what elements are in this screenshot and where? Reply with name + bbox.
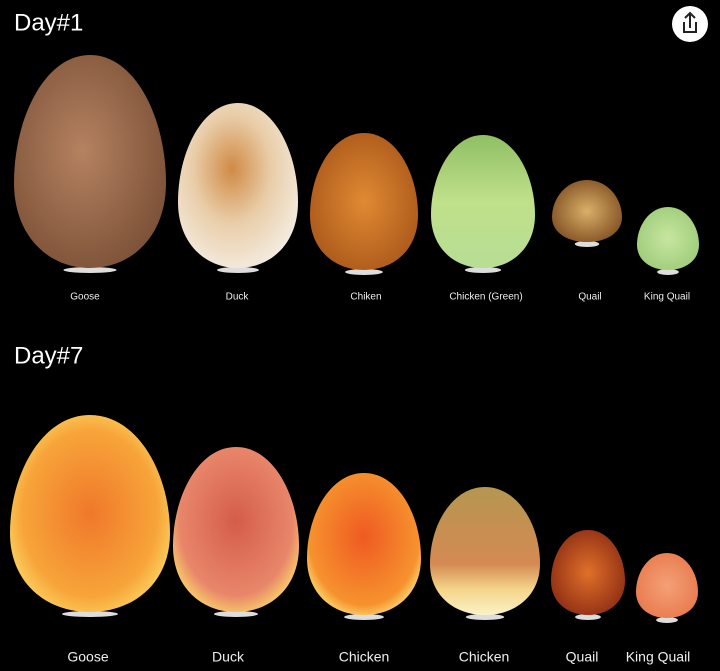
egg — [551, 530, 625, 615]
share-icon[interactable] — [683, 11, 697, 33]
egg — [173, 447, 299, 612]
egg-stand — [345, 269, 383, 275]
egg-stand — [464, 267, 502, 273]
egg-label: King Quail — [626, 649, 691, 665]
egg-label: Duck — [212, 649, 245, 665]
egg-stand — [62, 611, 118, 617]
egg — [310, 133, 418, 270]
egg-stand — [657, 269, 679, 275]
egg — [14, 55, 166, 268]
egg-stand — [63, 267, 117, 273]
egg-stand — [575, 614, 601, 620]
egg — [431, 135, 535, 268]
egg-label: Goose — [70, 292, 100, 303]
egg — [307, 473, 421, 615]
egg-label: Quail — [578, 292, 601, 303]
egg-stand — [656, 617, 678, 623]
egg-label: Chicken (Green) — [449, 292, 522, 303]
egg — [637, 207, 699, 270]
egg-label: Chicken — [459, 649, 510, 665]
eggs — [10, 55, 699, 623]
share-button[interactable] — [672, 6, 708, 42]
egg-label: Quail — [566, 649, 599, 665]
egg-stand — [213, 611, 259, 617]
egg — [430, 487, 540, 615]
egg-label: King Quail — [644, 292, 690, 303]
egg-stand — [344, 614, 384, 620]
egg — [636, 553, 698, 618]
egg-label: Chicken — [339, 649, 390, 665]
section-title: Day#7 — [14, 342, 83, 369]
egg — [10, 415, 170, 612]
egg — [178, 103, 298, 268]
egg-stand — [574, 241, 600, 247]
egg-label: Goose — [67, 649, 108, 665]
egg-stand — [465, 614, 505, 620]
egg — [552, 180, 622, 242]
egg-label: Duck — [226, 292, 250, 303]
egg-label: Chiken — [350, 292, 381, 303]
section-title: Day#1 — [14, 9, 83, 36]
egg-stand — [217, 267, 259, 273]
